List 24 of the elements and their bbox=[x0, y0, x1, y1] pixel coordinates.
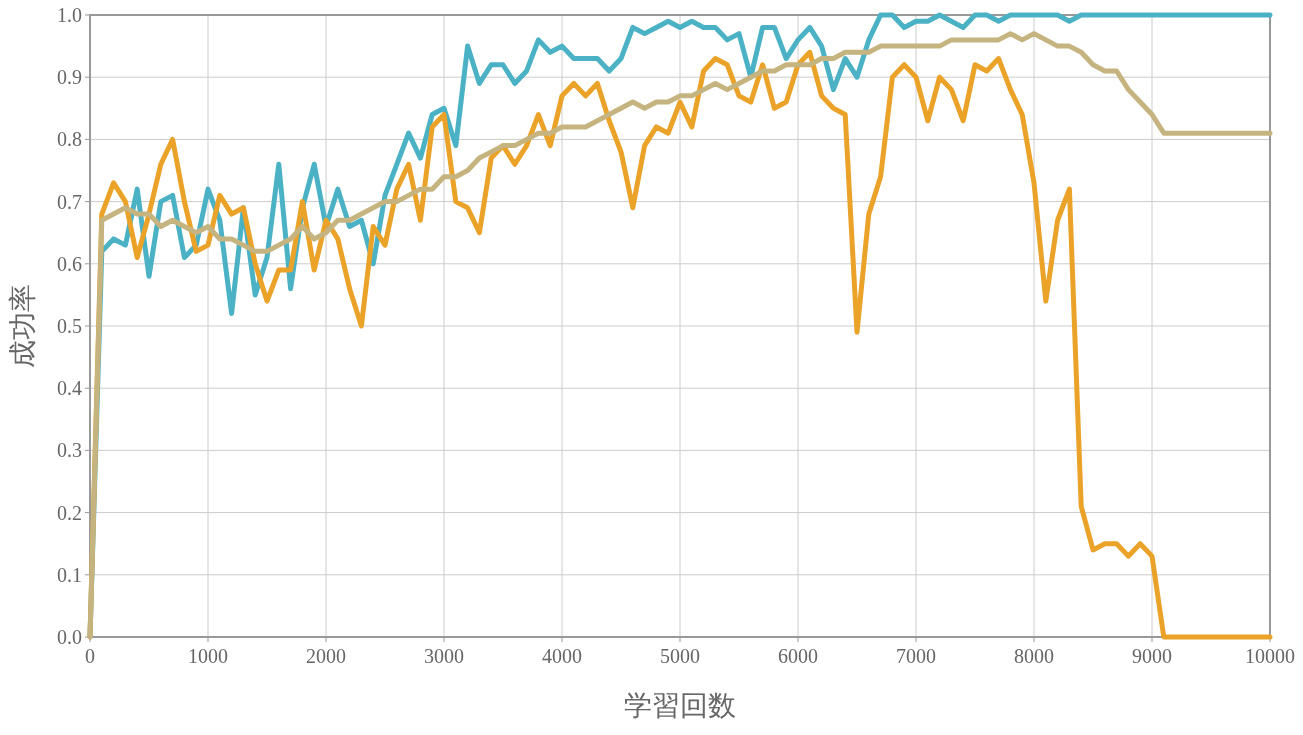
x-tick-label: 9000 bbox=[1132, 645, 1172, 667]
y-tick-label: 0.0 bbox=[57, 626, 82, 648]
x-axis-title: 学習回数 bbox=[624, 690, 736, 721]
x-tick-label: 4000 bbox=[542, 645, 582, 667]
x-tick-label: 3000 bbox=[424, 645, 464, 667]
y-tick-label: 0.3 bbox=[57, 439, 82, 462]
y-tick-label: 0.1 bbox=[57, 563, 82, 586]
y-tick-label: 0.8 bbox=[57, 128, 82, 151]
x-tick-label: 6000 bbox=[778, 645, 818, 667]
x-tick-label: 8000 bbox=[1014, 645, 1054, 667]
y-tick-label: 0.9 bbox=[57, 66, 82, 89]
x-tick-label: 2000 bbox=[306, 645, 346, 667]
y-tick-label: 0.6 bbox=[57, 252, 82, 275]
x-tick-label: 5000 bbox=[660, 645, 700, 667]
y-tick-label: 0.7 bbox=[57, 190, 82, 213]
y-axis-title: 成功率 bbox=[7, 284, 38, 368]
x-tick-label: 7000 bbox=[896, 645, 936, 667]
y-tick-label: 0.5 bbox=[57, 315, 82, 337]
y-tick-label: 0.2 bbox=[57, 501, 82, 524]
x-tick-label: 1000 bbox=[188, 645, 228, 667]
y-tick-label: 1.0 bbox=[57, 4, 82, 26]
x-tick-label: 10000 bbox=[1245, 645, 1295, 667]
y-tick-label: 0.4 bbox=[57, 377, 82, 400]
x-tick-label: 0 bbox=[85, 645, 95, 667]
